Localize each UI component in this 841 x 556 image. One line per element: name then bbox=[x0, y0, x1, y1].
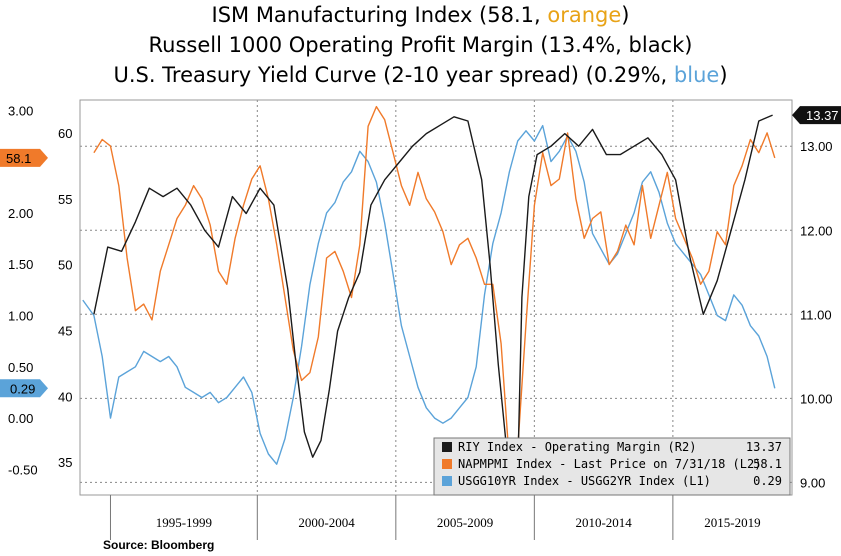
left-value-tag-orange-text: 58.1 bbox=[6, 151, 31, 166]
legend-box bbox=[433, 437, 791, 496]
axis-left-l2-tick-label: 50 bbox=[58, 258, 72, 273]
axis-left-l1-tick-label: 1.00 bbox=[8, 308, 33, 323]
right-value-tag-text: 13.37 bbox=[806, 108, 839, 123]
title-line-yield-curve: U.S. Treasury Yield Curve (2-10 year spr… bbox=[0, 60, 841, 90]
title-ism-text: ISM Manufacturing Index (58.1, bbox=[211, 3, 548, 27]
chart-titles: ISM Manufacturing Index (58.1, orange) R… bbox=[0, 0, 841, 90]
axis-left-l2-tick-label: 60 bbox=[58, 126, 72, 141]
title-yield-suffix: ) bbox=[719, 63, 728, 87]
axis-left-l2-tick-label: 40 bbox=[58, 389, 72, 404]
axis-left-l2-tick-label: 55 bbox=[58, 192, 72, 207]
axis-left-l1-tick-label: 2.00 bbox=[8, 206, 33, 221]
x-axis-period-label: 2000-2004 bbox=[298, 515, 355, 530]
legend-entry-value: 58.1 bbox=[753, 457, 782, 471]
series-line-l2 bbox=[93, 105, 776, 470]
axis-right-r2-tick-label: 12.00 bbox=[800, 223, 833, 238]
legend-entry-value: 13.37 bbox=[746, 440, 782, 454]
axis-left-l1-tick-label: -0.50 bbox=[8, 462, 38, 477]
chart-frame bbox=[79, 99, 793, 496]
title-ism-suffix: ) bbox=[621, 3, 630, 27]
axis-left-l1-tick-label: 0.00 bbox=[8, 411, 33, 426]
left-value-tag-blue-text: 0.29 bbox=[10, 381, 35, 396]
series-line-r2 bbox=[93, 114, 773, 484]
legend-entry-value: 0.29 bbox=[753, 474, 782, 488]
axis-right-r2-tick-label: 9.00 bbox=[800, 475, 825, 490]
source-note: Source: Bloomberg bbox=[103, 538, 215, 552]
chart-axes: 3.002.502.001.501.000.500.00-0.506055504… bbox=[8, 103, 833, 540]
axis-right-r2-tick-label: 11.00 bbox=[800, 307, 832, 322]
legend-entry-label: USGG10YR Index - USGG2YR Index (L1) bbox=[458, 474, 711, 488]
title-yield-color-word: blue bbox=[673, 63, 720, 87]
axis-left-l2-tick-label: 35 bbox=[58, 455, 72, 470]
x-axis-period-label: 2015-2019 bbox=[704, 515, 760, 530]
legend-swatch bbox=[442, 476, 452, 486]
legend-swatch bbox=[442, 442, 452, 452]
axis-right-r2-tick-label: 13.00 bbox=[800, 139, 833, 154]
chart-series bbox=[82, 105, 776, 484]
title-yield-text: U.S. Treasury Yield Curve (2-10 year spr… bbox=[113, 63, 674, 87]
axis-left-l1-tick-label: 1.50 bbox=[8, 257, 33, 272]
left-value-tag-orange bbox=[0, 148, 48, 167]
right-value-tag bbox=[792, 106, 841, 125]
axis-left-l1-tick-label: 3.00 bbox=[8, 103, 33, 118]
title-line-russell: Russell 1000 Operating Profit Margin (13… bbox=[148, 33, 693, 57]
title-line-ism: ISM Manufacturing Index (58.1, orange) bbox=[0, 0, 841, 30]
chart-legend: RIY Index - Operating Margin (R2) 13.37 NA… bbox=[433, 437, 791, 496]
x-axis-period-label: 1995-1999 bbox=[156, 515, 212, 530]
legend-entry-label: RIY Index - Operating Margin (R2) bbox=[458, 440, 696, 454]
axis-left-l2-tick-label: 45 bbox=[58, 323, 72, 338]
x-axis-period-label: 2010-2014 bbox=[575, 515, 632, 530]
legend-swatch bbox=[442, 459, 452, 469]
left-value-tag-blue bbox=[0, 379, 48, 398]
plot-border bbox=[79, 99, 793, 496]
title-ism-color-word: orange bbox=[547, 3, 622, 27]
legend-entry-label: NAPMPMI Index - Last Price on 7/31/18 (L… bbox=[458, 457, 761, 471]
x-axis-period-label: 2005-2009 bbox=[437, 515, 493, 530]
value-tags: 13.37 58.1 0.29 bbox=[0, 106, 841, 398]
series-line-l1 bbox=[82, 124, 776, 465]
line-chart: 3.002.502.001.501.000.500.00-0.506055504… bbox=[0, 99, 841, 540]
axis-left-l1-tick-label: 0.50 bbox=[8, 360, 33, 375]
chart-grid bbox=[80, 100, 792, 495]
axis-right-r2-tick-label: 10.00 bbox=[800, 391, 833, 406]
